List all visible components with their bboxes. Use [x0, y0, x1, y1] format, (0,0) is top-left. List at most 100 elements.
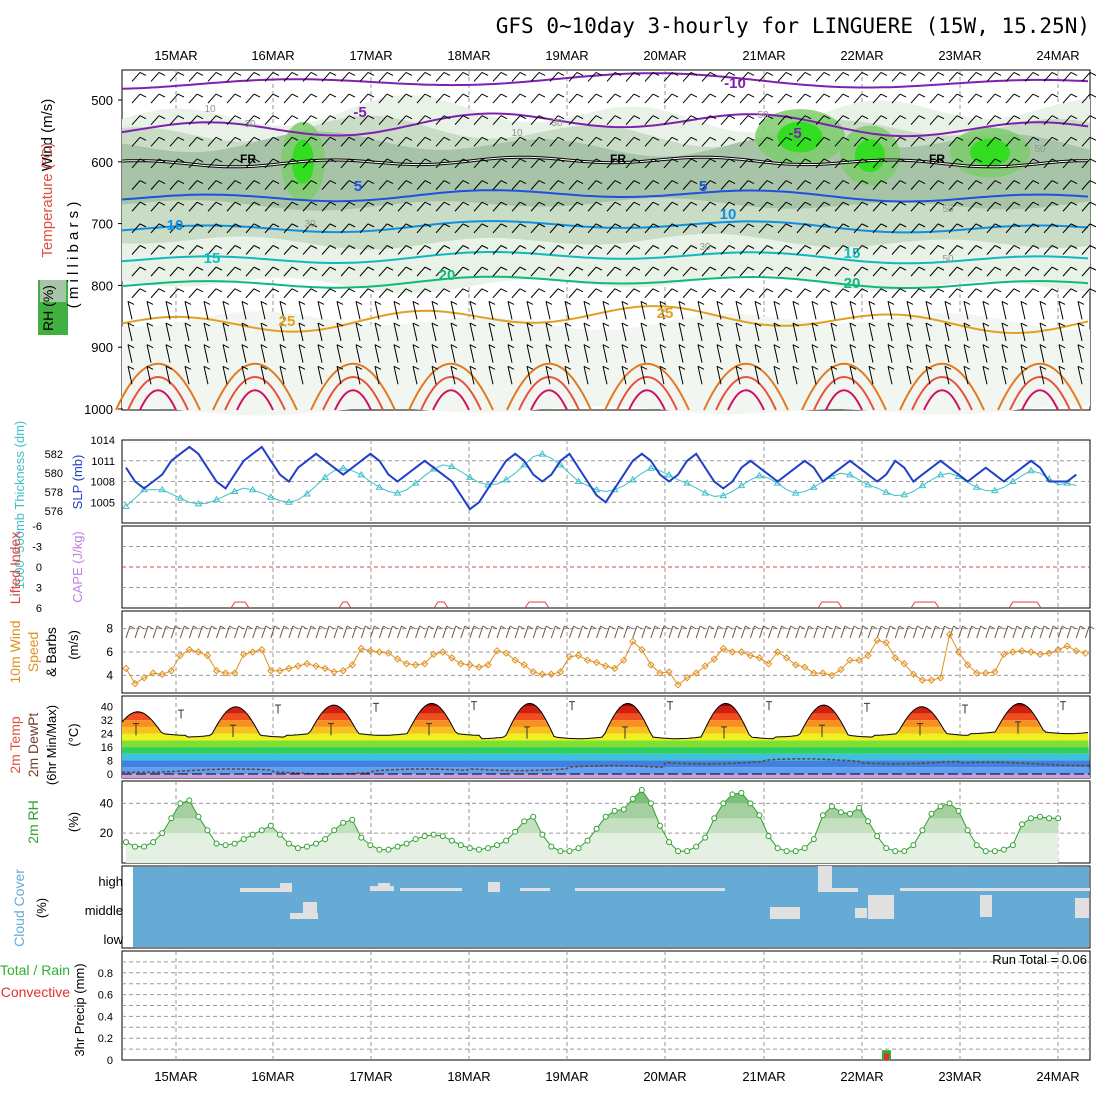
wind-barb [549, 201, 559, 212]
wind-barb [754, 301, 760, 320]
wind-barb-flag [1032, 72, 1040, 76]
wind-barb [967, 288, 977, 299]
wind-barb [583, 344, 589, 363]
wind-barb [678, 344, 684, 363]
wind-barb-10m [234, 625, 240, 639]
wind-barb-flag [766, 223, 774, 228]
wind-speed-marker [221, 669, 230, 677]
wind-barb [967, 72, 977, 82]
wind-barb-flag [842, 115, 850, 120]
wind-barb [853, 223, 863, 234]
wind-barb-flag [614, 115, 622, 120]
wind-barb [777, 245, 787, 255]
wind-barb [568, 93, 578, 104]
wind-barb [359, 245, 369, 255]
wind-barb [264, 93, 274, 104]
wind-barb [625, 180, 635, 190]
rh-marker [421, 833, 428, 840]
wind-barb [146, 344, 152, 363]
wind-barb-flag [462, 93, 470, 98]
wind-barb [321, 266, 331, 277]
wind-barb [245, 288, 255, 299]
wind-barb [834, 288, 844, 299]
wind-barb-flag [386, 136, 394, 141]
wind-barb-flag [310, 158, 318, 163]
wind-barb [245, 158, 255, 169]
wind-barb [1020, 301, 1026, 320]
wind-barb [241, 344, 247, 363]
wind-barb [260, 344, 266, 363]
wind-barb [910, 137, 920, 147]
wind-barb-flag [709, 266, 717, 271]
wind-barb-flag [1089, 245, 1097, 249]
wind-barb [663, 180, 673, 190]
wind-barb-flag [792, 322, 800, 327]
wind-barb [948, 180, 958, 190]
wind-barb-flag [823, 180, 831, 185]
wind-barb-flag [538, 201, 546, 206]
wind-barb [963, 301, 969, 320]
ylabel-temp2m: 2m Temp [7, 716, 23, 774]
wind-barb-10m [351, 625, 357, 639]
wind-barb [625, 245, 635, 255]
wind-barb [150, 180, 160, 190]
isotherm-5 [121, 189, 1089, 203]
wind-barb [663, 245, 673, 255]
wind-barb-flag [462, 136, 470, 141]
wind-barb-flag [500, 72, 508, 76]
wind-barb [264, 115, 274, 126]
wind-barb-flag [127, 365, 135, 370]
wind-barb-10m [433, 625, 439, 639]
wind-barb-flag [747, 266, 755, 271]
wind-barb-flag [1013, 266, 1021, 271]
freezing-level-inner [121, 156, 1088, 168]
wind-barb-10m-flag [1070, 625, 1077, 630]
wind-barb [245, 223, 255, 234]
wind-barb-flag [298, 322, 306, 327]
wind-barb-flag [652, 93, 660, 98]
wind-barb [1081, 245, 1091, 255]
rh-marker [123, 839, 129, 846]
wind-barb-10m-flag [518, 625, 525, 630]
wind-barb [355, 344, 361, 363]
wind-barb-flag [842, 93, 850, 98]
wind-barb-flag [899, 201, 907, 206]
wind-speed-marker [475, 663, 483, 671]
wind-barb [1020, 322, 1026, 342]
wind-barb-flag [1013, 201, 1021, 206]
wind-barb-flag [139, 93, 147, 98]
wind-speed-marker [1027, 648, 1035, 656]
wind-barb-flag [329, 245, 337, 249]
wind-barb-flag [127, 300, 135, 305]
wind-barb [226, 245, 236, 255]
wind-barb [849, 366, 855, 385]
wind-barb [340, 223, 350, 234]
rh-marker [376, 846, 383, 853]
wind-barb [188, 180, 198, 190]
wind-barb [644, 245, 654, 255]
ylabel-millibars: ( m i l l i b a r s ) [65, 202, 82, 309]
rh-marker [294, 845, 301, 852]
wind-barb-flag [621, 322, 629, 327]
wind-barb-10m [505, 625, 511, 639]
rh-marker [711, 815, 718, 822]
wind-speed-marker [348, 661, 356, 669]
wind-speed-marker [1018, 647, 1026, 655]
boundary-layer-isotherm [825, 389, 863, 411]
wind-barb-10m [885, 625, 891, 639]
wind-barb-flag [196, 72, 204, 76]
wind-barb [1024, 245, 1034, 255]
wind-barb [1058, 301, 1064, 320]
wind-barb [811, 301, 817, 320]
wind-speed-marker [647, 661, 655, 669]
wind-barb [587, 180, 597, 190]
wind-barb-flag [1013, 223, 1021, 228]
wind-barb [131, 137, 141, 147]
isotherm-label: 20 [439, 267, 456, 284]
wind-barb [435, 72, 445, 82]
wind-speed-marker [294, 662, 302, 670]
wind-barb [906, 322, 912, 342]
wind-barb [412, 301, 418, 320]
wind-barb [872, 93, 882, 104]
ylabel-total-rain: Total / Rain [0, 962, 70, 978]
